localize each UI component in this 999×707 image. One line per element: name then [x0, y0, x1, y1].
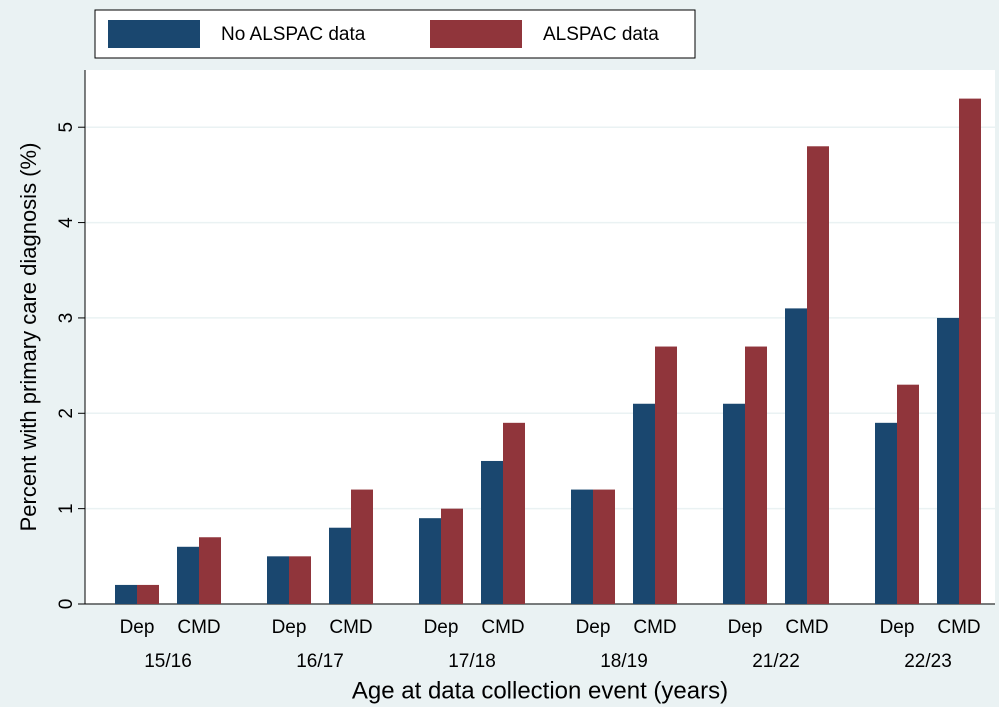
group-label: 22/23 — [904, 651, 952, 672]
y-tick-label: 5 — [56, 122, 77, 133]
x-tick-label: Dep — [120, 617, 155, 638]
bar — [571, 489, 593, 604]
bar — [723, 403, 745, 604]
y-axis-title: Percent with primary care diagnosis (%) — [16, 143, 41, 532]
y-tick-label: 4 — [56, 217, 77, 228]
x-tick-label: Dep — [272, 617, 307, 638]
legend-label: No ALSPAC data — [221, 24, 366, 45]
group-label: 17/18 — [448, 651, 496, 672]
group-label: 21/22 — [752, 651, 800, 672]
group-label: 15/16 — [144, 651, 192, 672]
bar — [503, 422, 525, 604]
x-tick-label: CMD — [177, 617, 220, 638]
bar — [441, 508, 463, 604]
group-label: 18/19 — [600, 651, 648, 672]
x-tick-label: CMD — [785, 617, 828, 638]
bar — [959, 98, 981, 604]
bar — [267, 556, 289, 604]
bar — [937, 317, 959, 604]
x-tick-label: Dep — [424, 617, 459, 638]
x-tick-label: Dep — [576, 617, 611, 638]
bar — [875, 422, 897, 604]
x-tick-label: CMD — [633, 617, 676, 638]
bar — [329, 527, 351, 604]
x-tick-label: CMD — [329, 617, 372, 638]
legend-swatch — [108, 20, 200, 48]
y-tick-label: 3 — [56, 313, 77, 324]
group-label: 16/17 — [296, 651, 344, 672]
bar — [593, 489, 615, 604]
plot-area — [85, 70, 995, 604]
legend-swatch — [430, 20, 522, 48]
x-tick-label: Dep — [880, 617, 915, 638]
x-axis-title: Age at data collection event (years) — [352, 677, 728, 704]
x-tick-label: CMD — [481, 617, 524, 638]
bar — [633, 403, 655, 604]
bar — [289, 556, 311, 604]
bar — [137, 584, 159, 604]
bar — [351, 489, 373, 604]
x-tick-label: Dep — [728, 617, 763, 638]
x-tick-label: CMD — [937, 617, 980, 638]
bar — [745, 346, 767, 604]
bar — [807, 146, 829, 605]
y-tick-label: 2 — [56, 408, 77, 419]
legend-label: ALSPAC data — [543, 24, 659, 45]
bar — [199, 537, 221, 604]
y-tick-label: 1 — [56, 503, 77, 514]
y-tick-label: 0 — [56, 599, 77, 610]
bar — [897, 384, 919, 604]
bar — [785, 308, 807, 604]
bar — [177, 546, 199, 604]
bar — [419, 518, 441, 604]
bar — [115, 584, 137, 604]
bar — [655, 346, 677, 604]
bar — [481, 460, 503, 604]
